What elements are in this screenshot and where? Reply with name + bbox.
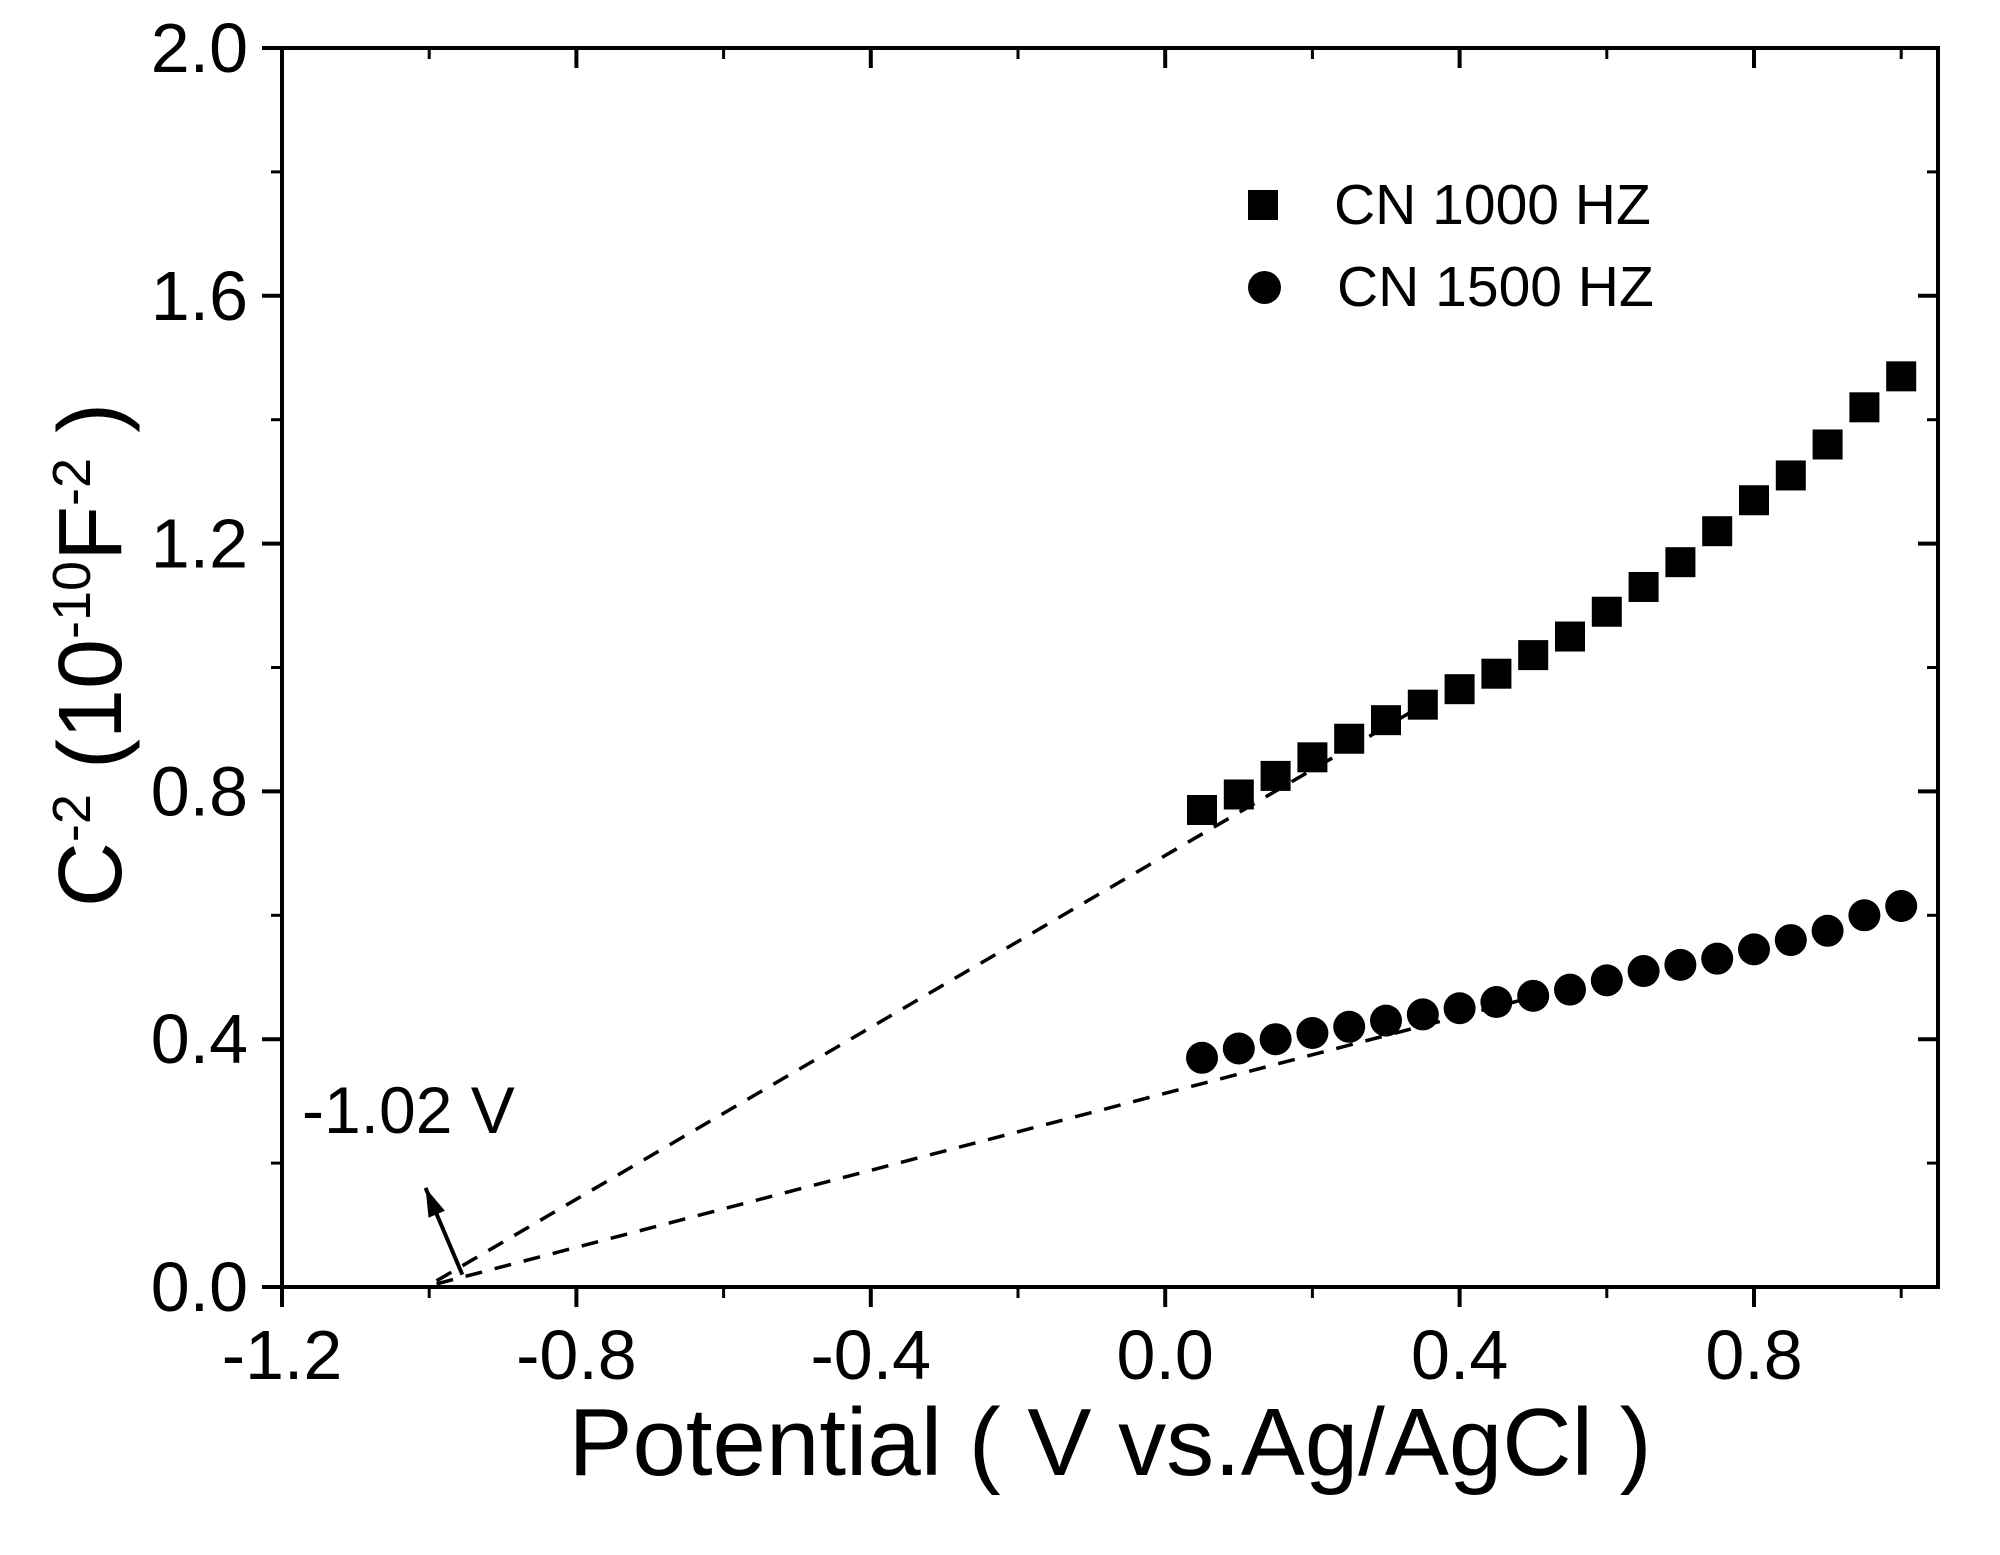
x-tick-label: 0.8 — [1705, 1316, 1802, 1394]
x-axis-label: Potential ( V vs.Ag/AgCl ) — [568, 1389, 1652, 1496]
data-point-circle — [1296, 1017, 1329, 1050]
flat-band-annotation: -1.02 V — [302, 1073, 515, 1147]
data-point-circle — [1370, 1004, 1402, 1037]
data-point-circle — [1480, 986, 1513, 1019]
data-point-square — [1665, 547, 1696, 578]
y-tick-label: 1.6 — [151, 257, 248, 335]
fit-line — [436, 997, 1527, 1286]
legend: CN 1000 HZ CN 1500 HZ — [1248, 172, 1654, 320]
y-axis-label-part: ) — [41, 402, 141, 458]
y-axis-label-part: (10 — [41, 638, 141, 795]
data-point-square — [1628, 571, 1659, 602]
data-point-circle — [1333, 1010, 1366, 1043]
data-point-circle — [1186, 1041, 1218, 1074]
data-point-square — [1849, 392, 1880, 423]
arrowhead-icon — [425, 1187, 445, 1218]
y-axis-label-superscript: -2 — [42, 457, 102, 506]
x-tick-label: 0.4 — [1411, 1316, 1508, 1394]
data-point-square — [1886, 361, 1917, 392]
y-tick-label: 1.2 — [151, 505, 248, 583]
x-tick-label: 0.0 — [1117, 1316, 1214, 1394]
data-point-circle — [1259, 1023, 1292, 1056]
data-point-square — [1481, 658, 1512, 689]
data-point-square — [1223, 779, 1254, 810]
flat-band-arrow — [423, 1187, 465, 1276]
data-point-circle — [1627, 955, 1660, 988]
data-point-circle — [1443, 992, 1476, 1025]
data-point-square — [1407, 689, 1438, 720]
x-tick-label: -1.2 — [222, 1316, 343, 1394]
data-point-square — [1555, 621, 1585, 652]
data-point-circle — [1848, 899, 1881, 932]
data-point-square — [1371, 705, 1401, 736]
legend-label-cn-1000hz: CN 1000 HZ — [1334, 173, 1651, 237]
x-tick-label: -0.8 — [516, 1316, 637, 1394]
series-cn-1000-hz — [1187, 361, 1917, 825]
circle-marker-icon — [1248, 270, 1281, 304]
data-point-square — [1260, 760, 1291, 791]
data-point-square — [1775, 460, 1806, 491]
data-point-square — [1297, 742, 1328, 773]
data-point-square — [1518, 640, 1549, 671]
y-tick-label: 0.8 — [151, 752, 248, 830]
data-point-circle — [1554, 973, 1586, 1006]
axis-minor-ticks — [271, 48, 1938, 1298]
data-point-square — [1444, 674, 1475, 705]
data-point-circle — [1738, 933, 1770, 966]
axis-major-ticks — [262, 46, 1938, 1307]
data-point-circle — [1590, 964, 1623, 997]
x-tick-label: -0.4 — [810, 1316, 931, 1394]
data-point-square — [1334, 723, 1365, 754]
data-point-circle — [1885, 890, 1918, 923]
data-point-circle — [1222, 1032, 1255, 1065]
y-axis-label-part: F — [41, 505, 141, 561]
series-cn-1500-hz — [1186, 890, 1918, 1074]
data-point-circle — [1406, 998, 1439, 1031]
extrapolation-lines — [435, 690, 1527, 1286]
y-axis-label: C-2 (10-10F-2 ) — [17, 205, 141, 1105]
square-marker-icon — [1248, 190, 1278, 220]
data-point-square — [1187, 794, 1217, 825]
data-point-circle — [1517, 979, 1550, 1012]
data-point-circle — [1701, 942, 1734, 975]
y-axis-label-part: C — [41, 842, 141, 908]
data-point-circle — [1664, 948, 1697, 981]
plot-frame — [280, 46, 1940, 1289]
y-axis-label-superscript: -10 — [42, 560, 102, 639]
y-tick-label: 2.0 — [151, 9, 248, 87]
data-point-square — [1702, 516, 1733, 547]
data-point-square — [1739, 485, 1769, 516]
legend-label-cn-1500hz: CN 1500 HZ — [1337, 255, 1654, 319]
data-point-square — [1591, 596, 1622, 627]
data-point-circle — [1774, 924, 1807, 957]
legend-item-cn-1000hz: CN 1000 HZ — [1248, 172, 1654, 238]
tick-labels: -1.2 -0.8 -0.4 0.0 0.4 0.8 0.0 0.4 0.8 1.2 1.6 2.0 — [151, 9, 1803, 1394]
y-tick-label: 0.0 — [151, 1248, 248, 1326]
data-point-circle — [1811, 914, 1844, 947]
y-tick-label: 0.4 — [151, 1000, 248, 1078]
data-point-square — [1812, 429, 1843, 460]
y-axis-label-superscript: -2 — [42, 794, 102, 843]
fit-line — [435, 690, 1446, 1283]
legend-item-cn-1500hz: CN 1500 HZ — [1248, 254, 1654, 320]
